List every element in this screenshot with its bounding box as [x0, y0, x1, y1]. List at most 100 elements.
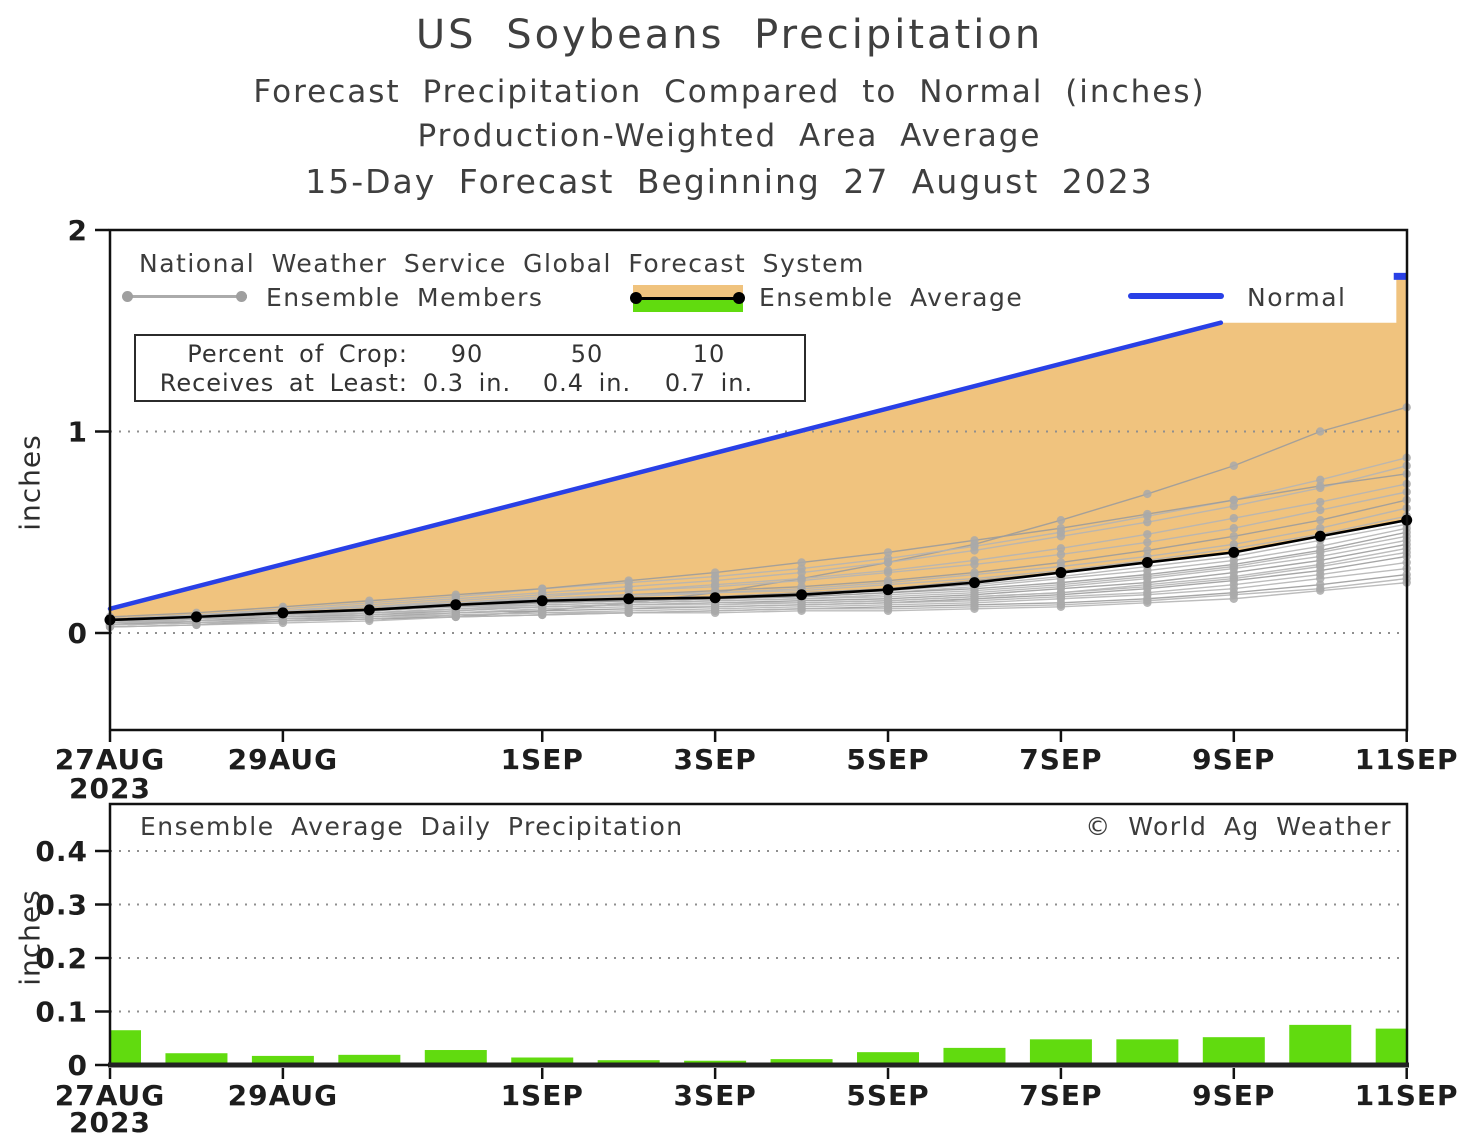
- ensemble-member-line: [109, 539, 1407, 622]
- ensemble-member-dot: [1316, 574, 1325, 583]
- ensemble-member-dot: [883, 548, 893, 557]
- ensemble-member-line: [109, 551, 1407, 622]
- ensemble-member-dot: [1143, 509, 1152, 519]
- ensemble-member-dot: [970, 546, 979, 555]
- ensemble-member-line: [109, 465, 1407, 622]
- ensemble-members-dot-icon: [236, 291, 247, 302]
- ensemble-member-dot: [1316, 497, 1325, 507]
- ensemble-member-dot: [1229, 495, 1239, 505]
- daily-precip-bar: [338, 1054, 401, 1065]
- ensemble-member-dot: [1143, 546, 1152, 555]
- page-title: US Soybeans Precipitation: [415, 12, 1044, 58]
- top-xtick-label: 27AUG: [55, 743, 166, 776]
- crop-row1-value: 10: [692, 339, 726, 368]
- daily-precip-bar: [857, 1052, 920, 1065]
- ensemble-average-dot: [1141, 556, 1153, 568]
- bottom-yaxis-unit-label: inches: [13, 889, 47, 986]
- ensemble-member-dot: [1143, 517, 1152, 527]
- ensemble-member-dot: [1316, 524, 1325, 533]
- ensemble-member-dot: [1229, 461, 1239, 470]
- bottom-xtick-label: 3SEP: [673, 1079, 756, 1112]
- ensemble-member-dot: [883, 606, 893, 616]
- ensemble-average-dot: [536, 595, 548, 607]
- daily-precip-bar: [110, 1030, 141, 1065]
- daily-precip-bar: [511, 1057, 574, 1065]
- top-ytick-label: 2: [68, 214, 88, 247]
- bottom-ytick-label: 0.3: [35, 889, 88, 922]
- daily-precip-bar: [1289, 1024, 1352, 1065]
- ensemble-average-dot: [1314, 530, 1326, 542]
- ensemble-member-line: [109, 515, 1407, 620]
- ensemble-member-dot: [1056, 532, 1066, 541]
- ensemble-average-dot: [968, 577, 980, 589]
- top-xtick-label: 29AUG: [228, 743, 339, 776]
- crop-percent-box: Percent of Crop: 90 50 10 Receives at Le…: [134, 334, 806, 402]
- normal-deficit-fill: [110, 277, 1407, 620]
- ensemble-member-dot: [1056, 602, 1066, 612]
- ensemble-member-line: [109, 473, 1407, 618]
- subtitle-forecast-window: 15-Day Forecast Beginning 27 August 2023: [305, 162, 1154, 201]
- ensemble-member-dot: [1316, 427, 1325, 436]
- ensemble-average-dot: [882, 584, 894, 596]
- legend-ensemble-members-label: Ensemble Members: [266, 283, 544, 312]
- daily-precip-bar: [1202, 1037, 1265, 1065]
- daily-precip-bar: [1116, 1039, 1179, 1065]
- bottom-xtick-label: 9SEP: [1192, 1079, 1275, 1112]
- ensemble-member-dot: [1316, 586, 1325, 595]
- normal-line-icon: [1128, 293, 1224, 299]
- ensemble-members-dot-icon: [122, 291, 133, 302]
- ensemble-average-dot: [1055, 567, 1067, 579]
- ensemble-member-dot: [1056, 524, 1066, 533]
- crop-row2-value: 0.3 in.: [422, 368, 512, 397]
- ensemble-member-dot: [192, 620, 201, 630]
- daily-precip-bar: [251, 1055, 314, 1065]
- bottom-ytick-label: 0.1: [35, 996, 88, 1029]
- ensemble-member-dot: [1143, 598, 1152, 607]
- subtitle-production-weighted: Production-Weighted Area Average: [417, 118, 1042, 154]
- crop-row1-value: 90: [450, 339, 484, 368]
- data-source-label: National Weather Service Global Forecast…: [139, 249, 865, 278]
- crop-row2-value: 0.7 in.: [664, 368, 754, 397]
- top-xtick-label: 5SEP: [846, 743, 929, 776]
- top-xtick-label: 9SEP: [1192, 743, 1275, 776]
- ensemble-member-dot: [365, 596, 374, 605]
- legend-ensemble-average-label: Ensemble Average: [759, 283, 1024, 312]
- ensemble-member-dot: [1316, 515, 1325, 525]
- ensemble-member-dot: [970, 604, 979, 614]
- ensemble-member-dot: [797, 606, 806, 616]
- daily-precip-bar: [1375, 1028, 1407, 1065]
- crop-row2-label: Receives at Least:: [159, 368, 408, 397]
- ensemble-member-dot: [1056, 544, 1066, 553]
- ensemble-member-dot: [624, 576, 633, 585]
- ensemble-member-dot: [970, 536, 979, 545]
- ensemble-member-dot: [538, 584, 547, 593]
- top-xtick-label: 7SEP: [1019, 743, 1102, 776]
- ensemble-member-dot: [1143, 489, 1152, 499]
- bottom-chart-title: Ensemble Average Daily Precipitation: [140, 812, 684, 841]
- top-yaxis-unit-label: inches: [13, 434, 47, 531]
- ensemble-member-dot: [1316, 475, 1325, 485]
- copyright-label: © World Ag Weather: [1085, 812, 1392, 841]
- top-plot-border: [108, 228, 1409, 732]
- ensemble-member-dot: [624, 608, 633, 618]
- ensemble-member-line: [109, 457, 1407, 620]
- bottom-ytick-label: 0: [68, 1049, 88, 1082]
- ensemble-member-dot: [451, 590, 460, 599]
- ensemble-member-dot: [538, 610, 547, 620]
- ensemble-member-dot: [1143, 530, 1152, 539]
- crop-row1-value: 50: [570, 339, 604, 368]
- ensemble-average-dot-icon: [630, 292, 642, 304]
- bottom-xtick-label: 5SEP: [846, 1079, 929, 1112]
- ensemble-member-line: [109, 581, 1407, 628]
- ensemble-average-dot: [450, 599, 462, 611]
- ensemble-average-line: [109, 518, 1407, 622]
- ensemble-average-dot: [1228, 546, 1240, 558]
- ensemble-member-dot: [1316, 481, 1325, 491]
- top-ytick-label: 0: [68, 617, 88, 650]
- daily-precip-bar: [424, 1050, 487, 1065]
- ensemble-member-dot: [970, 560, 979, 569]
- ensemble-member-dot: [883, 558, 893, 567]
- ensemble-member-line: [109, 543, 1407, 626]
- ensemble-average-dot: [623, 593, 635, 605]
